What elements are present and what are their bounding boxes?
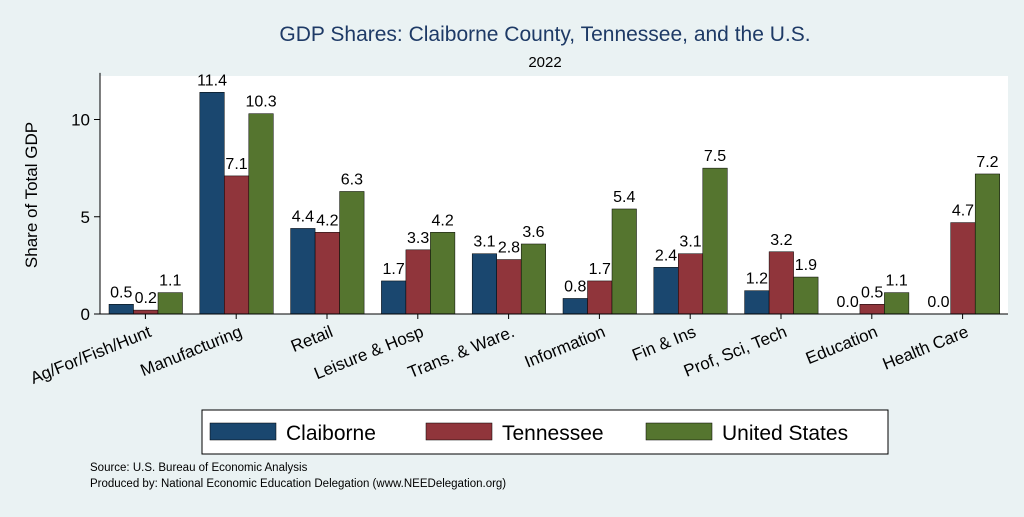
y-axis-label: Share of Total GDP [22,122,41,268]
data-label: 4.2 [316,212,338,229]
bar-claiborne [108,304,134,315]
data-label: 2.8 [498,240,520,257]
bar-tennessee [224,175,250,315]
produced-by-note: Produced by: National Economic Education… [90,478,506,490]
bar-tennessee [950,222,976,315]
data-label: 7.5 [704,148,726,165]
data-label: 6.3 [341,171,363,188]
bar-united-states [793,276,819,315]
bar-tennessee [314,232,340,315]
data-label: 0.0 [837,294,859,311]
data-label: 0.8 [564,278,586,295]
y-tick-label: 0 [81,305,90,324]
bar-united-states [884,292,910,315]
bar-united-states [520,243,546,315]
data-label: 3.2 [770,232,792,249]
legend-swatch-united-states [645,422,713,441]
y-axis: 0 5 10 [71,72,101,324]
bar-claiborne [653,267,679,315]
data-label: 0.5 [861,284,883,301]
bar-tennessee [133,309,159,315]
data-label: 1.1 [886,273,908,290]
data-label: 11.4 [197,72,227,89]
bar-claiborne [381,280,407,315]
legend-label: United States [722,422,848,445]
data-label: 1.7 [589,261,611,278]
data-label: 1.7 [383,261,405,278]
bar-tennessee [405,249,431,315]
data-label: 10.3 [245,94,276,111]
bar-tennessee [859,304,885,315]
data-label: 2.4 [655,247,677,264]
bar-united-states [430,232,456,315]
bar-tennessee [587,280,613,315]
data-label: 3.3 [407,230,429,247]
data-label: 0.0 [927,294,949,311]
y-tick-label: 5 [81,208,90,227]
y-tick-label: 10 [71,111,90,130]
bar-united-states [339,191,365,315]
bar-united-states [157,292,183,315]
bar-united-states [611,208,637,315]
data-label: 7.1 [225,156,247,173]
bar-united-states [702,167,728,315]
bar-united-states [974,173,1000,315]
bar-tennessee [678,253,704,315]
data-label: 3.1 [679,234,701,251]
data-label: 0.2 [135,290,157,307]
chart-subtitle: 2022 [528,54,561,71]
data-label: 0.5 [110,284,132,301]
source-note: Source: U.S. Bureau of Economic Analysis [90,462,308,474]
bar-claiborne [744,290,770,315]
chart-title: GDP Shares: Claiborne County, Tennessee,… [279,23,810,46]
data-label: 7.2 [976,154,998,171]
data-label: 4.4 [292,208,314,225]
bar-claiborne [471,253,497,315]
data-label: 1.9 [795,257,817,274]
legend-label: Tennessee [502,422,604,445]
data-label: 1.2 [746,271,768,288]
data-label: 5.4 [613,189,635,206]
bar-claiborne [290,228,316,315]
data-label: 3.6 [522,224,544,241]
data-label: 4.2 [432,212,454,229]
legend: Claiborne Tennessee United States [201,409,889,455]
legend-swatch-claiborne [209,422,277,441]
data-labels: 0.5 0.21.111.47.110.34.4 4.26.31.73.34.23.… [110,72,999,311]
bar-tennessee [496,259,522,315]
bar-claiborne [199,92,225,315]
bar-united-states [248,113,274,315]
data-label: 3.1 [473,234,495,251]
data-label: 1.1 [159,273,181,290]
legend-swatch-tennessee [425,422,493,441]
bar-claiborne [562,298,588,315]
bar-tennessee [768,251,794,315]
data-label: 4.7 [952,203,974,220]
legend-box [201,409,889,455]
legend-label: Claiborne [286,422,376,445]
